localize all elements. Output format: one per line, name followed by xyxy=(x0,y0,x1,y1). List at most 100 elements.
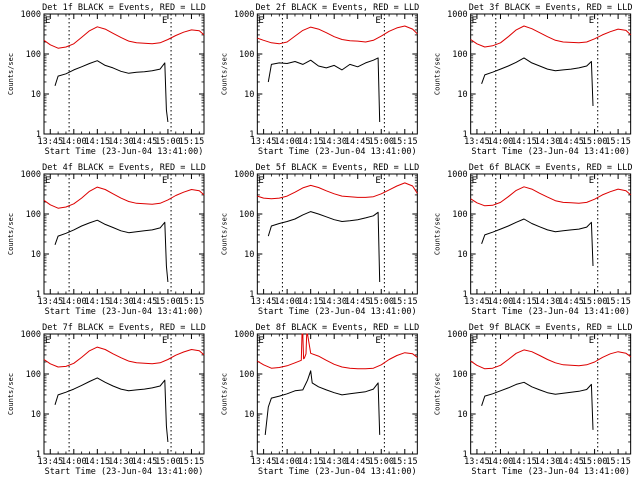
x-tick-label: 14:15 xyxy=(511,457,537,467)
y-tick-label: 100 xyxy=(26,370,41,380)
x-tick-label: 14:30 xyxy=(108,457,134,467)
x-tick-label: 13:45 xyxy=(37,137,63,147)
y-tick-label: 1 xyxy=(249,450,254,460)
x-tick-label: 15:00 xyxy=(582,297,608,307)
y-axis-label: Counts/sec xyxy=(434,373,442,415)
x-tick-label: 15:00 xyxy=(368,457,394,467)
x-tick-label: 14:30 xyxy=(108,137,134,147)
x-axis-label: Start Time (23-Jun-04 13:41:00) xyxy=(471,307,630,317)
chart-panel-7f: Det 7f BLACK = Events, RED = LLD 1 10 100 10… xyxy=(7,323,206,477)
y-tick-label: 100 xyxy=(452,50,467,60)
x-tick-label: 14:15 xyxy=(85,297,111,307)
x-tick-label: 15:15 xyxy=(392,457,418,467)
x-tick-label: 14:45 xyxy=(345,137,371,147)
y-tick-label: 1000 xyxy=(234,170,254,180)
x-tick-label: 15:15 xyxy=(605,297,631,307)
x-tick-label: 14:00 xyxy=(488,137,514,147)
event-marker-start: E xyxy=(45,176,50,186)
x-axis-label: Start Time (23-Jun-04 13:41:00) xyxy=(471,467,630,477)
y-tick-label: 100 xyxy=(239,370,254,380)
plot-frame xyxy=(470,173,632,295)
y-tick-label: 10 xyxy=(31,250,41,260)
event-marker-end: E xyxy=(162,336,167,346)
event-marker-end: E xyxy=(589,16,594,26)
y-tick-label: 1 xyxy=(249,130,254,140)
plot-frame xyxy=(470,13,632,135)
series-line-events xyxy=(54,219,169,283)
x-tick-label: 15:00 xyxy=(368,297,394,307)
y-tick-label: 1 xyxy=(463,290,468,300)
y-tick-label: 1000 xyxy=(21,10,41,20)
x-tick-label: 15:00 xyxy=(155,297,181,307)
event-marker-start: E xyxy=(472,336,477,346)
y-tick-label: 10 xyxy=(244,90,254,100)
y-tick-label: 1000 xyxy=(447,330,467,340)
y-axis-label: Counts/sec xyxy=(220,213,228,255)
plot-frame xyxy=(256,13,418,135)
y-axis-label: Counts/sec xyxy=(7,53,15,95)
chart-panel-6f: Det 6f BLACK = Events, RED = LLD 1 10 100 10… xyxy=(434,163,633,317)
y-axis-label: Counts/sec xyxy=(220,373,228,415)
x-tick-label: 14:15 xyxy=(511,137,537,147)
series-line-events xyxy=(267,57,381,123)
y-tick-label: 100 xyxy=(239,50,254,60)
x-tick-label: 14:30 xyxy=(108,297,134,307)
x-tick-label: 14:00 xyxy=(274,457,300,467)
series-line-lld xyxy=(257,182,418,200)
x-axis-label: Start Time (23-Jun-04 13:41:00) xyxy=(45,147,204,157)
x-tick-label: 14:45 xyxy=(132,137,158,147)
x-tick-label: 13:45 xyxy=(464,457,490,467)
chart-title: Det 7f BLACK = Events, RED = LLD xyxy=(42,323,206,333)
plot-frame xyxy=(43,173,205,295)
y-tick-label: 1000 xyxy=(447,170,467,180)
y-tick-label: 100 xyxy=(239,210,254,220)
x-tick-label: 14:00 xyxy=(274,297,300,307)
x-tick-label: 14:45 xyxy=(345,457,371,467)
series-line-events xyxy=(481,381,594,430)
plot-frame xyxy=(256,173,418,295)
y-tick-label: 10 xyxy=(457,410,467,420)
x-tick-label: 14:00 xyxy=(488,297,514,307)
plot-frame xyxy=(43,333,205,455)
x-tick-label: 13:45 xyxy=(251,137,277,147)
event-marker-start: E xyxy=(45,336,50,346)
x-tick-label: 15:00 xyxy=(155,457,181,467)
x-tick-label: 14:30 xyxy=(321,457,347,467)
event-marker-end: E xyxy=(375,336,380,346)
plot-frame xyxy=(43,13,205,135)
x-axis-label: Start Time (23-Jun-04 13:41:00) xyxy=(258,467,417,477)
y-tick-label: 100 xyxy=(26,210,41,220)
x-tick-label: 13:45 xyxy=(251,457,277,467)
chart-title: Det 6f BLACK = Events, RED = LLD xyxy=(469,163,633,173)
x-tick-label: 15:00 xyxy=(582,137,608,147)
series-line-lld xyxy=(470,25,632,48)
event-marker-start: E xyxy=(258,336,263,346)
series-line-events xyxy=(267,211,381,283)
event-marker-end: E xyxy=(589,336,594,346)
y-tick-label: 1000 xyxy=(21,170,41,180)
x-tick-label: 15:15 xyxy=(179,457,205,467)
chart-title: Det 9f BLACK = Events, RED = LLD xyxy=(469,323,633,333)
x-tick-label: 13:45 xyxy=(37,457,63,467)
y-tick-label: 10 xyxy=(457,250,467,260)
x-axis-label: Start Time (23-Jun-04 13:41:00) xyxy=(45,307,204,317)
series-line-lld xyxy=(43,186,205,209)
x-tick-label: 15:00 xyxy=(582,457,608,467)
x-tick-label: 15:15 xyxy=(605,137,631,147)
chart-title: Det 1f BLACK = Events, RED = LLD xyxy=(42,3,206,13)
x-tick-label: 14:00 xyxy=(61,297,87,307)
chart-title: Det 8f BLACK = Events, RED = LLD xyxy=(255,323,419,333)
series-line-lld xyxy=(257,25,418,45)
plot-frame xyxy=(256,333,418,455)
y-tick-label: 1000 xyxy=(447,10,467,20)
chart-panel-2f: Det 2f BLACK = Events, RED = LLD 1 10 100 10… xyxy=(220,3,419,157)
x-tick-label: 15:00 xyxy=(368,137,394,147)
x-tick-label: 15:15 xyxy=(179,137,205,147)
x-tick-label: 15:00 xyxy=(155,137,181,147)
x-axis-label: Start Time (23-Jun-04 13:41:00) xyxy=(258,147,417,157)
y-tick-label: 10 xyxy=(457,90,467,100)
event-marker-end: E xyxy=(375,16,380,26)
event-marker-end: E xyxy=(589,176,594,186)
y-tick-label: 1000 xyxy=(234,330,254,340)
